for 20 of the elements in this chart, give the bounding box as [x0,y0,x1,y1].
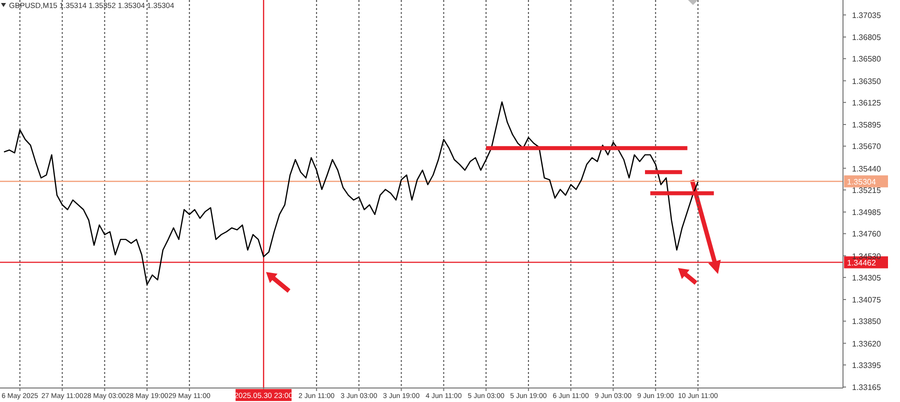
y-tick-label: 1.34760 [852,230,882,239]
y-tick-label: 1.35670 [852,142,882,152]
ref-line-label: 1.35304 [847,177,876,186]
line-series [3,101,699,286]
y-tick-label: 1.35215 [852,186,882,195]
y-tick-label: 1.34985 [852,208,882,218]
y-tick-label: 1.36350 [852,76,882,86]
y-tick-label: 1.35440 [852,164,882,174]
y-tick-label: 1.36125 [852,98,882,108]
y-tick-label: 1.34305 [852,273,882,282]
y-tick-label: 1.37035 [852,10,882,20]
y-tick-label: 1.35895 [852,120,882,130]
y-tick-label: 1.36580 [852,54,882,64]
y-tick-label: 1.33850 [852,317,882,326]
y-tick-label: 1.33165 [852,383,882,392]
y-tick-label: 1.33395 [852,360,882,370]
y-tick-label: 1.36805 [852,33,882,42]
ref-line-label: 1.34462 [847,258,876,268]
y-tick-label: 1.34075 [852,296,882,305]
y-tick-label: 1.33620 [852,339,882,348]
